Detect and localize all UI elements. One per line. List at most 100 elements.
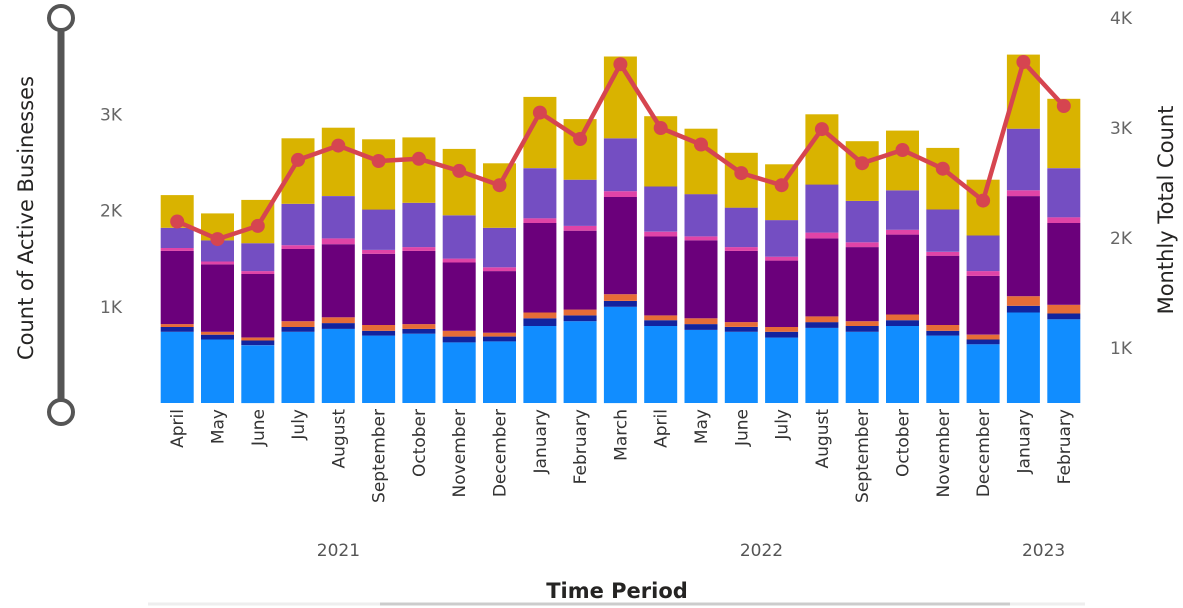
bar-segment[interactable] [805, 316, 839, 323]
bar-segment[interactable] [362, 330, 396, 336]
bar-segment[interactable] [241, 243, 275, 272]
bar-segment[interactable] [281, 321, 315, 327]
bar-segment[interactable] [201, 264, 234, 332]
bar-segment[interactable] [442, 342, 476, 403]
bar-segment[interactable] [281, 138, 315, 204]
bar-segment[interactable] [281, 245, 315, 249]
bar-segment[interactable] [684, 236, 718, 241]
bar-segment[interactable] [644, 315, 678, 321]
bar-segment[interactable] [402, 328, 436, 334]
total-line-point[interactable] [331, 138, 346, 153]
bar-segment[interactable] [160, 250, 194, 325]
bar-segment[interactable] [160, 227, 194, 248]
total-line-point[interactable] [855, 156, 870, 171]
bar-segment[interactable] [926, 325, 960, 331]
bar-segment[interactable] [805, 238, 839, 317]
bar-segment[interactable] [483, 227, 516, 268]
bar-segment[interactable] [563, 119, 597, 180]
bar-segment[interactable] [160, 331, 194, 403]
bar-segment[interactable] [160, 324, 194, 327]
bar-segment[interactable] [321, 196, 355, 239]
bar-segment[interactable] [1006, 128, 1040, 191]
bar-segment[interactable] [483, 341, 516, 403]
bar-segment[interactable] [241, 340, 275, 346]
total-line-point[interactable] [371, 154, 386, 168]
total-line-point[interactable] [653, 121, 668, 135]
bar-segment[interactable] [1006, 305, 1040, 313]
bar-segment[interactable] [483, 271, 516, 333]
bar-segment[interactable] [402, 137, 436, 203]
bar-segment[interactable] [926, 330, 960, 336]
bar-segment[interactable] [160, 327, 194, 332]
bar-segment[interactable] [926, 251, 960, 256]
bar-segment[interactable] [563, 230, 597, 310]
bar-segment[interactable] [644, 236, 678, 316]
bar-segment[interactable] [281, 203, 315, 246]
bar-segment[interactable] [966, 334, 1000, 340]
bar-segment[interactable] [765, 331, 799, 338]
bar-segment[interactable] [160, 248, 194, 251]
total-line-point[interactable] [976, 193, 991, 208]
bar-segment[interactable] [765, 256, 799, 261]
bar-segment[interactable] [281, 249, 315, 322]
bar-segment[interactable] [1047, 223, 1081, 305]
bar-segment[interactable] [362, 139, 396, 210]
bar-segment[interactable] [321, 238, 355, 245]
bar-segment[interactable] [1006, 312, 1040, 404]
bar-segment[interactable] [765, 327, 799, 332]
total-line-point[interactable] [935, 161, 950, 176]
bar-segment[interactable] [886, 320, 919, 326]
bar-segment[interactable] [281, 331, 315, 403]
bar-segment[interactable] [926, 255, 960, 325]
bar-segment[interactable] [765, 220, 799, 257]
bar-segment[interactable] [321, 244, 355, 318]
bar-segment[interactable] [201, 261, 234, 265]
bar-segment[interactable] [684, 240, 718, 319]
bar-segment[interactable] [845, 141, 879, 201]
bar-segment[interactable] [563, 315, 597, 322]
bar-segment[interactable] [402, 247, 436, 251]
slider-bottom-handle[interactable] [47, 398, 75, 426]
bar-segment[interactable] [483, 267, 516, 272]
bar-segment[interactable] [1047, 304, 1081, 314]
bar-segment[interactable] [321, 317, 355, 324]
bar-segment[interactable] [563, 179, 597, 226]
bar-segment[interactable] [402, 324, 436, 329]
bar-segment[interactable] [644, 231, 678, 237]
bar-segment[interactable] [805, 184, 839, 233]
bar-segment[interactable] [523, 168, 557, 219]
total-line-point[interactable] [452, 163, 467, 178]
bar-segment[interactable] [523, 326, 557, 403]
bar-segment[interactable] [724, 331, 758, 403]
bar-segment[interactable] [321, 127, 355, 196]
bar-segment[interactable] [241, 345, 275, 404]
bar-segment[interactable] [362, 209, 396, 250]
bar-segment[interactable] [563, 225, 597, 231]
bar-segment[interactable] [926, 209, 960, 252]
bar-segment[interactable] [442, 330, 476, 337]
total-line-point[interactable] [694, 137, 708, 152]
bar-segment[interactable] [1047, 217, 1081, 223]
bar-segment[interactable] [201, 339, 234, 404]
bar-segment[interactable] [603, 301, 637, 307]
bar-segment[interactable] [684, 318, 718, 325]
bar-segment[interactable] [603, 306, 637, 404]
bar-segment[interactable] [201, 334, 234, 340]
bar-segment[interactable] [684, 329, 718, 403]
bar-segment[interactable] [1047, 319, 1081, 403]
total-line-point[interactable] [532, 105, 547, 120]
bar-segment[interactable] [362, 325, 396, 331]
bar-segment[interactable] [603, 138, 637, 192]
total-line-point[interactable] [250, 218, 265, 233]
total-line-point[interactable] [170, 214, 185, 229]
bar-segment[interactable] [886, 326, 919, 403]
bar-segment[interactable] [362, 335, 396, 403]
bar-segment[interactable] [483, 336, 516, 342]
bar-segment[interactable] [845, 200, 879, 243]
bar-segment[interactable] [241, 337, 275, 341]
total-line-point[interactable] [573, 132, 588, 146]
bar-segment[interactable] [483, 163, 516, 228]
bar-segment[interactable] [402, 250, 436, 325]
bar-segment[interactable] [321, 323, 355, 329]
bar-segment[interactable] [362, 250, 396, 254]
